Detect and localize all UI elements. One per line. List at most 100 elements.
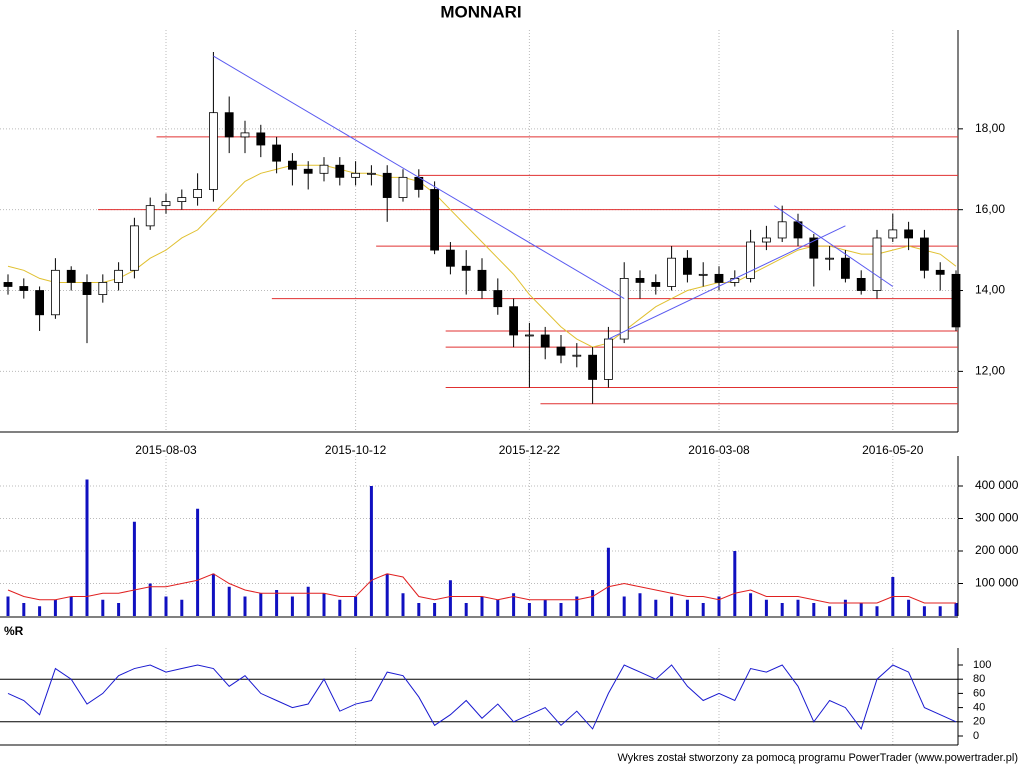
volume-bar: [717, 596, 721, 616]
candle-body: [35, 290, 44, 316]
volume-bar: [764, 599, 768, 616]
volume-bar: [338, 599, 342, 616]
candle-body: [477, 269, 487, 291]
candle-body: [256, 132, 266, 146]
candle-body: [746, 241, 755, 279]
candle-body: [635, 277, 645, 283]
y-tick-label: 60: [973, 687, 985, 699]
volume-bar: [196, 508, 200, 616]
candle-body: [177, 197, 187, 202]
candle-body: [825, 257, 834, 260]
candle-body: [19, 286, 29, 291]
candle-body: [856, 277, 866, 291]
candle-body: [66, 269, 76, 283]
volume-bar: [243, 596, 247, 616]
volume-bar: [527, 603, 531, 616]
volume-bar: [859, 603, 863, 616]
candle-body: [240, 132, 250, 138]
candle-body: [445, 249, 455, 267]
panel-title: %R: [4, 624, 24, 638]
volume-bar: [132, 521, 136, 616]
footer: Wykres został stworzony za pomocą progra…: [617, 752, 1018, 764]
candle-body: [809, 237, 819, 259]
y-tick-label: 100 000: [975, 576, 1019, 590]
moving-average: [7, 164, 957, 348]
volume-bar: [401, 593, 405, 616]
x-tick-label: 2015-08-03: [135, 443, 197, 457]
volume-bar: [843, 599, 847, 616]
candle-body: [588, 354, 597, 380]
volume-bar: [180, 599, 184, 616]
volume-bar: [148, 583, 152, 616]
candle-body: [193, 189, 203, 198]
volume-bar: [938, 606, 942, 616]
candle-body: [762, 237, 771, 243]
volume-bar: [543, 599, 547, 616]
candle-body: [698, 273, 708, 276]
candle-body: [935, 269, 945, 275]
volume-bar: [796, 599, 800, 616]
candle-body: [509, 306, 519, 336]
candle-body: [98, 282, 108, 295]
candle-body: [145, 205, 155, 227]
candle-body: [556, 346, 566, 356]
candle-body: [683, 257, 692, 275]
volume-bar: [369, 486, 373, 616]
candle-body: [430, 189, 440, 251]
volume-bar: [828, 606, 832, 616]
candle-body: [319, 164, 329, 174]
candle-body: [208, 112, 218, 190]
volume-bar: [164, 596, 168, 616]
volume-bar: [322, 593, 326, 616]
y-tick-label: 80: [973, 673, 985, 685]
x-tick-label: 2015-10-12: [325, 443, 387, 457]
volume-bar: [464, 603, 468, 616]
candle-body: [335, 164, 345, 178]
volume-bar: [417, 603, 421, 616]
x-tick-label: 2016-03-08: [688, 443, 750, 457]
volume-bar: [622, 596, 626, 616]
trend-line: [774, 205, 894, 287]
candle-body: [872, 237, 882, 291]
volume-bar: [954, 603, 958, 616]
volume-bar: [670, 596, 674, 616]
volume-bar: [38, 606, 42, 616]
candle-body: [888, 229, 898, 239]
y-tick-label: 12,00: [975, 364, 1005, 378]
volume-bar: [512, 593, 516, 616]
candle-body: [272, 144, 282, 162]
volume-bar: [448, 580, 452, 616]
volume-bar: [22, 603, 26, 616]
candle-body: [224, 112, 234, 138]
volume-bar: [53, 599, 57, 616]
candle-body: [493, 290, 503, 308]
y-tick-label: 0: [973, 730, 979, 742]
y-tick-label: 400 000: [975, 478, 1019, 492]
volume-bar: [354, 596, 358, 616]
volume-bar: [922, 606, 926, 616]
candle-body: [777, 221, 787, 239]
volume-bar: [306, 586, 310, 616]
candle-body: [351, 172, 361, 178]
candle-body: [619, 277, 629, 340]
volume-bar: [591, 590, 595, 616]
candle-body: [114, 269, 123, 283]
candle-body: [82, 282, 92, 295]
volume-bar: [227, 586, 231, 616]
y-tick-label: 300 000: [975, 511, 1019, 525]
volume-bar: [480, 596, 484, 616]
candle-body: [525, 334, 534, 337]
volume-bar: [875, 606, 879, 616]
y-tick-label: 40: [973, 702, 985, 714]
volume-bar: [433, 603, 437, 616]
volume-bar: [290, 596, 294, 616]
x-tick-label: 2015-12-22: [499, 443, 561, 457]
volume-bar: [654, 599, 658, 616]
candle-body: [461, 265, 471, 271]
volume-average: [7, 573, 956, 604]
candle-body: [51, 269, 60, 316]
candle-body: [920, 237, 929, 271]
volume-bar: [259, 593, 263, 616]
volume-bar: [385, 573, 389, 616]
